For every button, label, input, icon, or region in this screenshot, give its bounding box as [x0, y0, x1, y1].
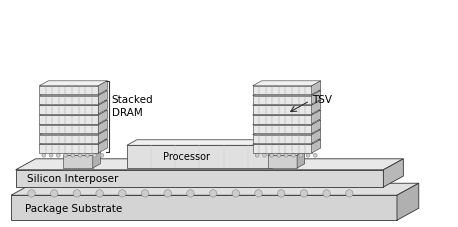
Polygon shape: [98, 91, 107, 104]
Circle shape: [323, 190, 330, 197]
Polygon shape: [63, 151, 100, 155]
Circle shape: [313, 153, 317, 157]
Circle shape: [346, 190, 353, 197]
Circle shape: [42, 153, 46, 157]
Polygon shape: [93, 151, 100, 168]
Polygon shape: [253, 144, 311, 153]
Polygon shape: [39, 91, 107, 96]
Polygon shape: [39, 130, 107, 135]
Polygon shape: [39, 144, 98, 153]
Polygon shape: [39, 115, 98, 124]
Polygon shape: [253, 139, 321, 144]
Polygon shape: [39, 125, 98, 133]
Polygon shape: [311, 110, 321, 124]
Text: TSV: TSV: [311, 95, 332, 105]
Polygon shape: [11, 183, 419, 195]
Polygon shape: [267, 151, 305, 155]
Polygon shape: [267, 155, 297, 168]
Polygon shape: [16, 159, 403, 170]
Text: Stacked
DRAM: Stacked DRAM: [112, 95, 153, 118]
Text: Processor: Processor: [163, 152, 210, 162]
Circle shape: [78, 153, 82, 157]
Polygon shape: [311, 139, 321, 153]
Polygon shape: [311, 91, 321, 104]
Circle shape: [96, 190, 104, 197]
Circle shape: [141, 190, 149, 197]
Polygon shape: [253, 91, 321, 96]
Polygon shape: [253, 100, 321, 105]
Circle shape: [270, 153, 273, 157]
Circle shape: [100, 153, 104, 157]
Polygon shape: [253, 130, 321, 135]
Circle shape: [119, 190, 126, 197]
Text: Package Substrate: Package Substrate: [25, 205, 122, 215]
Polygon shape: [98, 100, 107, 114]
Polygon shape: [383, 159, 403, 187]
Polygon shape: [127, 140, 282, 145]
Polygon shape: [63, 155, 93, 168]
Polygon shape: [297, 151, 305, 168]
Polygon shape: [39, 135, 98, 143]
Polygon shape: [39, 81, 107, 86]
Circle shape: [300, 190, 308, 197]
Polygon shape: [253, 96, 311, 104]
Circle shape: [262, 153, 266, 157]
Circle shape: [277, 153, 281, 157]
Circle shape: [71, 153, 75, 157]
Polygon shape: [98, 130, 107, 143]
Circle shape: [284, 153, 288, 157]
Polygon shape: [311, 120, 321, 133]
Circle shape: [299, 153, 303, 157]
Polygon shape: [253, 135, 311, 143]
Polygon shape: [39, 100, 107, 105]
Polygon shape: [253, 81, 321, 86]
Circle shape: [56, 153, 60, 157]
Circle shape: [73, 190, 81, 197]
Polygon shape: [311, 130, 321, 143]
Polygon shape: [16, 170, 383, 187]
Circle shape: [306, 153, 310, 157]
Polygon shape: [397, 183, 419, 220]
Polygon shape: [253, 86, 311, 94]
Circle shape: [209, 190, 217, 197]
Polygon shape: [98, 110, 107, 124]
Polygon shape: [39, 110, 107, 115]
Polygon shape: [98, 120, 107, 133]
Polygon shape: [39, 120, 107, 125]
Polygon shape: [253, 105, 311, 114]
Polygon shape: [11, 195, 397, 220]
Polygon shape: [39, 105, 98, 114]
Circle shape: [64, 153, 67, 157]
Polygon shape: [253, 115, 311, 124]
Circle shape: [164, 190, 171, 197]
Polygon shape: [253, 125, 311, 133]
Circle shape: [49, 153, 53, 157]
Circle shape: [86, 153, 89, 157]
Polygon shape: [39, 86, 98, 94]
Polygon shape: [272, 140, 282, 168]
Circle shape: [278, 190, 285, 197]
Polygon shape: [311, 100, 321, 114]
Polygon shape: [253, 120, 321, 125]
Circle shape: [93, 153, 97, 157]
Polygon shape: [39, 96, 98, 104]
Circle shape: [187, 190, 194, 197]
Polygon shape: [98, 81, 107, 94]
Circle shape: [50, 190, 58, 197]
Polygon shape: [253, 110, 321, 115]
Polygon shape: [311, 81, 321, 94]
Circle shape: [292, 153, 295, 157]
Polygon shape: [39, 139, 107, 144]
Circle shape: [255, 190, 262, 197]
Polygon shape: [127, 145, 272, 168]
Polygon shape: [98, 139, 107, 153]
Circle shape: [28, 190, 35, 197]
Text: Silicon Interposer: Silicon Interposer: [27, 174, 118, 184]
Circle shape: [232, 190, 240, 197]
Circle shape: [255, 153, 259, 157]
